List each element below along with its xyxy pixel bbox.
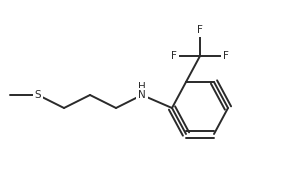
Text: S: S [35, 90, 41, 100]
Text: F: F [171, 51, 177, 61]
Text: N: N [138, 90, 146, 100]
Text: F: F [197, 25, 203, 35]
Text: F: F [223, 51, 229, 61]
Text: H: H [138, 82, 146, 92]
